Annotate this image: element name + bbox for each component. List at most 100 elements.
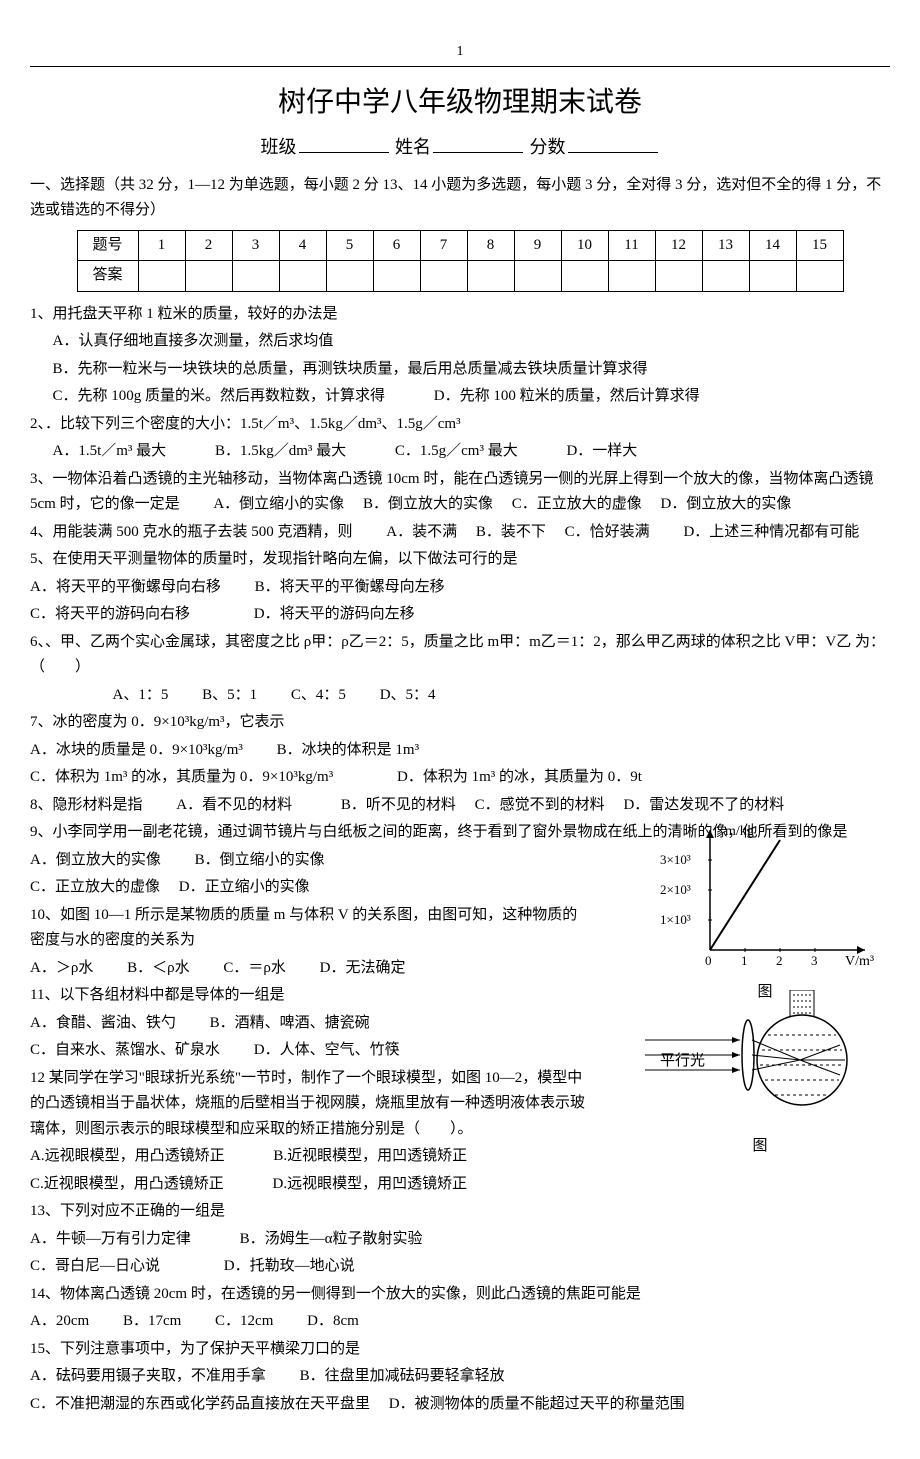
col-label: 题号 xyxy=(77,230,138,261)
q3-D: D．倒立放大的实像 xyxy=(661,496,792,512)
q15-CD: C．不准把潮湿的东西或化学药品直接放在天平盘里 D．被测物体的质量不能超过天平的… xyxy=(30,1392,890,1418)
q15-A: A．砝码要用镊子夹取，不准用手拿 xyxy=(30,1368,266,1384)
q11-B: B．酒精、啤酒、搪瓷碗 xyxy=(210,1015,370,1031)
answer-cell[interactable] xyxy=(561,261,608,292)
answer-cell[interactable] xyxy=(467,261,514,292)
col-num: 9 xyxy=(514,230,561,261)
q1-D: D．先称 100 粒米的质量，然后计算求得 xyxy=(434,388,700,404)
q1-stem: 1、用托盘天平称 1 粒米的质量，较好的办法是 xyxy=(30,302,890,328)
q11-C: C．自来水、蒸馏水、矿泉水 xyxy=(30,1042,220,1058)
svg-text:V/m³: V/m³ xyxy=(845,954,874,969)
q8-A: A．看不见的材料 xyxy=(176,797,292,813)
answer-cell[interactable] xyxy=(655,261,702,292)
q8-C: C．感觉不到的材料 xyxy=(475,797,605,813)
answer-cell[interactable] xyxy=(185,261,232,292)
q13-stem: 13、下列对应不正确的一组是 xyxy=(30,1199,890,1225)
q5-B: B．将天平的平衡螺母向左移 xyxy=(255,579,445,595)
q6-C: C、4：5 xyxy=(291,687,346,703)
answer-cell[interactable] xyxy=(373,261,420,292)
class-blank[interactable] xyxy=(299,133,389,154)
q2-B: B．1.5kg／dm³ 最大 xyxy=(215,443,346,459)
answer-table: 题号 1 2 3 4 5 6 7 8 9 10 11 12 13 14 15 答… xyxy=(77,230,844,292)
q7-D: D．体积为 1m³ 的冰，其质量为 0．9t xyxy=(397,769,642,785)
answer-cell[interactable] xyxy=(138,261,185,292)
q5-C: C．将天平的游码向右移 xyxy=(30,606,190,622)
col-num: 8 xyxy=(467,230,514,261)
name-label: 姓名 xyxy=(395,137,431,157)
answer-cell[interactable] xyxy=(279,261,326,292)
q13-AB: A．牛顿—万有引力定律 B．汤姆生—α粒子散射实验 xyxy=(30,1227,890,1253)
q11-AB: A．食醋、酱油、铁勺 B．酒精、啤酒、搪瓷碗 xyxy=(30,1011,590,1037)
q12-D: D.远视眼模型，用凹透镜矫正 xyxy=(273,1176,468,1192)
section1-intro: 一、选择题（共 32 分，1—12 为单选题，每小题 2 分 13、14 小题为… xyxy=(30,173,890,224)
score-blank[interactable] xyxy=(568,133,658,154)
q10-stem: 10、如图 10—1 所示是某物质的质量 m 与体积 V 的关系图，由图可知，这… xyxy=(30,903,590,954)
answer-cell[interactable] xyxy=(232,261,279,292)
q9-AB: A．倒立放大的实像 B．倒立缩小的实像 xyxy=(30,848,590,874)
q15-stem: 15、下列注意事项中，为了保护天平横梁刀口的是 xyxy=(30,1337,890,1363)
q1-C: C．先称 100g 质量的米。然后再数粒数，计算求得 xyxy=(53,388,386,404)
q8: 8、隐形材料是指 A．看不见的材料 B．听不见的材料 C．感觉不到的材料 D．雷… xyxy=(30,793,890,819)
q3-B: B．倒立放大的实像 xyxy=(363,496,493,512)
q9-C: C．正立放大的虚像 xyxy=(30,879,160,895)
q14-D: D．8cm xyxy=(307,1313,359,1329)
score-label: 分数 xyxy=(530,137,566,157)
col-num: 10 xyxy=(561,230,608,261)
answer-cell[interactable] xyxy=(420,261,467,292)
q5-A: A．将天平的平衡螺母向右移 xyxy=(30,579,221,595)
svg-text:2×10³: 2×10³ xyxy=(660,882,691,897)
q2-D: D．一样大 xyxy=(566,443,637,459)
q1-B: B．先称一粒米与一块铁块的总质量，再测铁块质量，最后用总质量减去铁块质量计算求得 xyxy=(30,357,890,383)
answer-cell[interactable] xyxy=(326,261,373,292)
q7-CD: C．体积为 1m³ 的冰，其质量为 0．9×10³kg/m³ D．体积为 1m³… xyxy=(30,765,890,791)
answer-cell[interactable] xyxy=(608,261,655,292)
q4-D: D．上述三种情况都有可能 xyxy=(683,524,859,540)
q9-A: A．倒立放大的实像 xyxy=(30,852,161,868)
top-rule xyxy=(30,66,890,67)
q15-C: C．不准把潮湿的东西或化学药品直接放在天平盘里 xyxy=(30,1396,370,1412)
page-number: 1 xyxy=(30,40,890,64)
q5-AB: A．将天平的平衡螺母向右移 B．将天平的平衡螺母向左移 xyxy=(30,575,890,601)
q14-stem: 14、物体离凸透镜 20cm 时，在透镜的另一侧得到一个放大的实像，则此凸透镜的… xyxy=(30,1282,890,1308)
answer-table-row: 答案 xyxy=(77,261,843,292)
q9-CD: C．正立放大的虚像 D．正立缩小的实像 xyxy=(30,875,590,901)
class-label: 班级 xyxy=(261,137,297,157)
q5-D: D．将天平的游码向左移 xyxy=(254,606,415,622)
q10-D: D．无法确定 xyxy=(320,960,406,976)
name-blank[interactable] xyxy=(433,133,523,154)
q7-C: C．体积为 1m³ 的冰，其质量为 0．9×10³kg/m³ xyxy=(30,769,333,785)
q2-C: C．1.5g／cm³ 最大 xyxy=(395,443,518,459)
q12-stem: 12 某同学在学习"眼球折光系统"一节时，制作了一个眼球模型，如图 10—2，模… xyxy=(30,1066,590,1143)
q10-opts: A．＞ρ水 B．＜ρ水 C．＝ρ水 D．无法确定 xyxy=(30,956,590,982)
q1-A: A．认真仔细地直接多次测量，然后求均值 xyxy=(30,329,890,355)
svg-text:3: 3 xyxy=(811,953,818,968)
answer-cell[interactable] xyxy=(514,261,561,292)
answer-cell[interactable] xyxy=(796,261,843,292)
q7-B: B．冰块的体积是 1m³ xyxy=(277,742,419,758)
q13-B: B．汤姆生—α粒子散射实验 xyxy=(240,1231,423,1247)
q6-B: B、5：1 xyxy=(202,687,257,703)
lower-content: m/kg V/m³ 0 1 2 3 1×10³ 2×10³ 3×10³ 图 xyxy=(30,820,890,1197)
q7-A: A．冰块的质量是 0．9×10³kg/m³ xyxy=(30,742,243,758)
q12-CD: C.近视眼模型，用凸透镜矫正 D.远视眼模型，用凹透镜矫正 xyxy=(30,1172,590,1198)
answer-cell[interactable] xyxy=(702,261,749,292)
col-num: 2 xyxy=(185,230,232,261)
q4-stem: 4、用能装满 500 克水的瓶子去装 500 克酒精，则 xyxy=(30,524,353,540)
svg-text:m/kg: m/kg xyxy=(725,824,754,839)
figure-10-2: 平行光 图 xyxy=(640,990,880,1150)
exam-title: 树仔中学八年级物理期末试卷 xyxy=(30,79,890,127)
col-num: 7 xyxy=(420,230,467,261)
q11-CD: C．自来水、蒸馏水、矿泉水 D．人体、空气、竹筷 xyxy=(30,1038,590,1064)
q11-A: A．食醋、酱油、铁勺 xyxy=(30,1015,176,1031)
col-num: 13 xyxy=(702,230,749,261)
q10-B: B．＜ρ水 xyxy=(127,960,190,976)
q10-A: A．＞ρ水 xyxy=(30,960,93,976)
q13-C: C．哥白尼—日心说 xyxy=(30,1258,160,1274)
col-num: 12 xyxy=(655,230,702,261)
q1-CD: C．先称 100g 质量的米。然后再数粒数，计算求得 D．先称 100 粒米的质… xyxy=(30,384,890,410)
col-num: 3 xyxy=(232,230,279,261)
q8-stem: 8、隐形材料是指 xyxy=(30,797,143,813)
q8-D: D．雷达发现不了的材料 xyxy=(623,797,784,813)
q2-stem: 2、．比较下列三个密度的大小：1.5t／m³、1.5kg／dm³、1.5g／cm… xyxy=(30,412,890,438)
answer-cell[interactable] xyxy=(749,261,796,292)
